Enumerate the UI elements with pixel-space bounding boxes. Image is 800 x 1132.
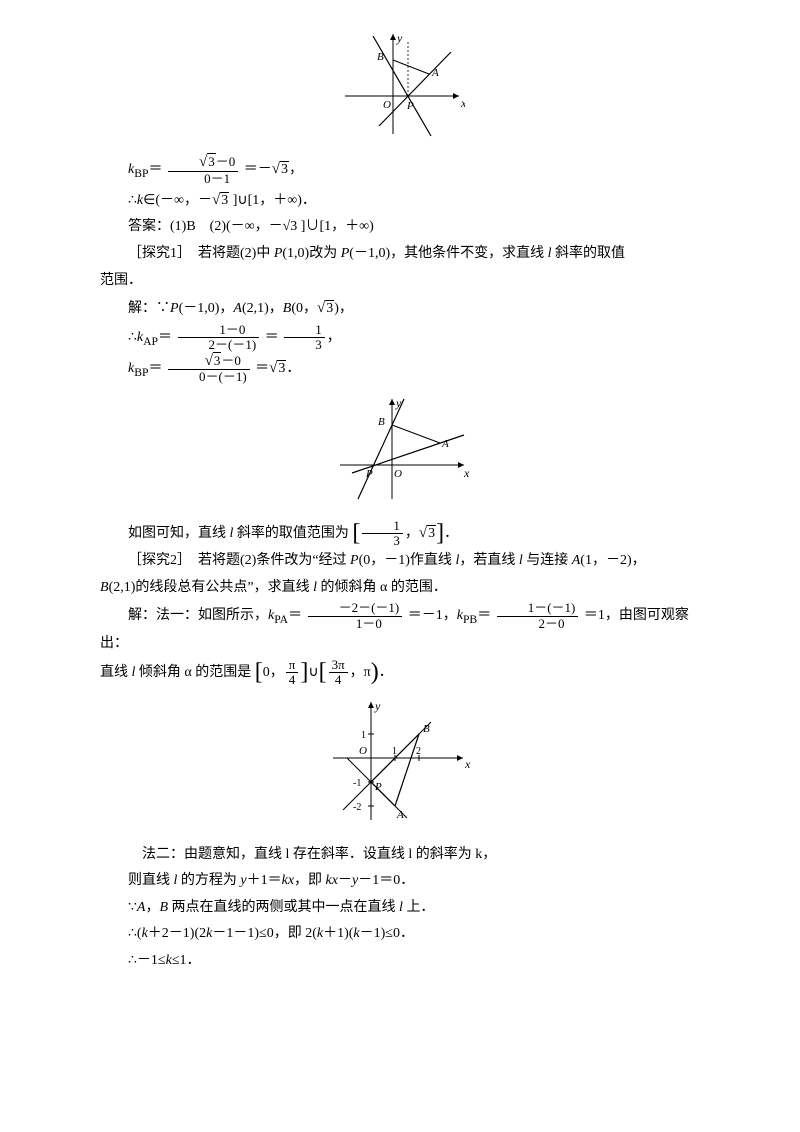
svg-text:A: A xyxy=(441,438,449,450)
explore1-line1: ［探究1］ 若将题(2)中 P(1,0)改为 P(－1,0)，其他条件不变，求直… xyxy=(100,241,700,268)
svg-text:P: P xyxy=(406,100,414,112)
method2-d: ∴(k＋2－1)(2k－1－1)≤0，即 2(k＋1)(k－1)≤0． xyxy=(100,921,700,948)
method2-b: 则直线 l 的方程为 y＋1＝kx，即 kx－y－1＝0． xyxy=(100,868,700,895)
svg-text:x: x xyxy=(464,757,471,771)
method2-a: 法二：由题意知，直线 l 存在斜率．设直线 l 的斜率为 k， xyxy=(100,842,700,869)
svg-text:A: A xyxy=(431,67,439,79)
svg-text:2: 2 xyxy=(416,746,421,757)
line-kbp2: kBP＝ √3－00－(－1) ＝√3． xyxy=(100,353,700,385)
line-kap: ∴kAP＝ 1－02－(－1) ＝ 13， xyxy=(100,323,700,353)
svg-text:1: 1 xyxy=(361,730,366,741)
line-range1: ∴k∈(－∞，－√3 ]∪[1，＋∞)． xyxy=(100,186,700,215)
diagram-1: x y O P A B xyxy=(335,30,465,140)
sol1-given: 解：∵P(－1,0)，A(2,1)，B(0，√3)， xyxy=(100,294,700,323)
diagram-2: x y O P A B xyxy=(330,395,470,505)
svg-text:y: y xyxy=(396,31,403,45)
svg-text:x: x xyxy=(460,96,465,110)
explore2-line2: B(2,1)的线段总有公共点”，求直线 l 的倾斜角 α 的范围． xyxy=(100,575,700,602)
svg-text:y: y xyxy=(374,699,381,713)
svg-text:B: B xyxy=(423,723,430,735)
alpha-range-line: 直线 l 倾斜角 α 的范围是 [0，π4]∪[3π4，π)． xyxy=(100,658,700,688)
method2-c: ∵A，B 两点在直线的两侧或其中一点在直线 l 上． xyxy=(100,895,700,922)
svg-text:A: A xyxy=(396,809,404,821)
method2-e: ∴－1≤k≤1． xyxy=(100,948,700,975)
svg-text:O: O xyxy=(383,99,391,111)
svg-text:y: y xyxy=(395,396,402,410)
svg-text:-2: -2 xyxy=(353,802,361,813)
asshown-line: 如图可知，直线 l 斜率的取值范围为 [13，√3]． xyxy=(100,519,700,549)
document-page: x y O P A B kBP＝ √3－00－1 ＝－√3， ∴k∈(－∞，－√… xyxy=(0,0,800,1132)
line-kbp: kBP＝ √3－00－1 ＝－√3， xyxy=(100,154,700,186)
sol2-method1: 解：法一：如图所示，kPA＝ －2－(－1)1－0 ＝－1，kPB＝ 1－(－1… xyxy=(100,601,700,658)
svg-text:x: x xyxy=(463,466,470,480)
explore2-line1: ［探究2］ 若将题(2)条件改为“经过 P(0，－1)作直线 l，若直线 l 与… xyxy=(100,548,700,575)
svg-text:O: O xyxy=(394,468,402,480)
line-answer: 答案：(1)B (2)(－∞，－√3 ]∪[1，＋∞) xyxy=(100,214,700,241)
svg-text:P: P xyxy=(365,468,373,480)
svg-text:P: P xyxy=(374,781,382,793)
svg-text:-1: -1 xyxy=(353,778,361,789)
svg-text:O: O xyxy=(359,745,367,757)
svg-text:B: B xyxy=(377,51,384,63)
svg-text:1: 1 xyxy=(392,746,397,757)
svg-text:B: B xyxy=(378,416,385,428)
diagram-3: x y O 1 2 1 -1 -2 P A B xyxy=(325,698,475,828)
explore1-line2: 范围． xyxy=(100,268,700,295)
